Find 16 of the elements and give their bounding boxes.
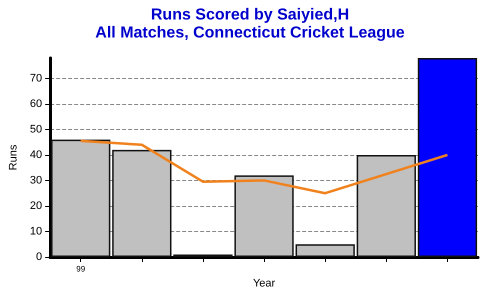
bar xyxy=(234,175,294,257)
y-tick-label: 40 xyxy=(30,148,42,161)
chart-title: Runs Scored by Saiyied,H xyxy=(150,6,350,24)
y-tick-label: 10 xyxy=(30,225,42,238)
line-series xyxy=(79,140,449,194)
y-tick-label: 20 xyxy=(30,200,42,212)
bar xyxy=(418,58,478,257)
x-tick-label: 99 xyxy=(76,264,86,274)
y-tick-label: 30 xyxy=(30,174,42,186)
y-tick-label: 70 xyxy=(30,72,42,84)
y-tick-label: 50 xyxy=(30,123,42,136)
y-tick-label: 60 xyxy=(30,98,42,110)
x-axis-title: Year xyxy=(252,277,276,290)
y-axis-title: Runs xyxy=(8,144,20,170)
y-tick-label: 0 xyxy=(36,251,42,263)
chart-subtitle: All Matches, Connecticut Cricket League xyxy=(95,24,405,42)
